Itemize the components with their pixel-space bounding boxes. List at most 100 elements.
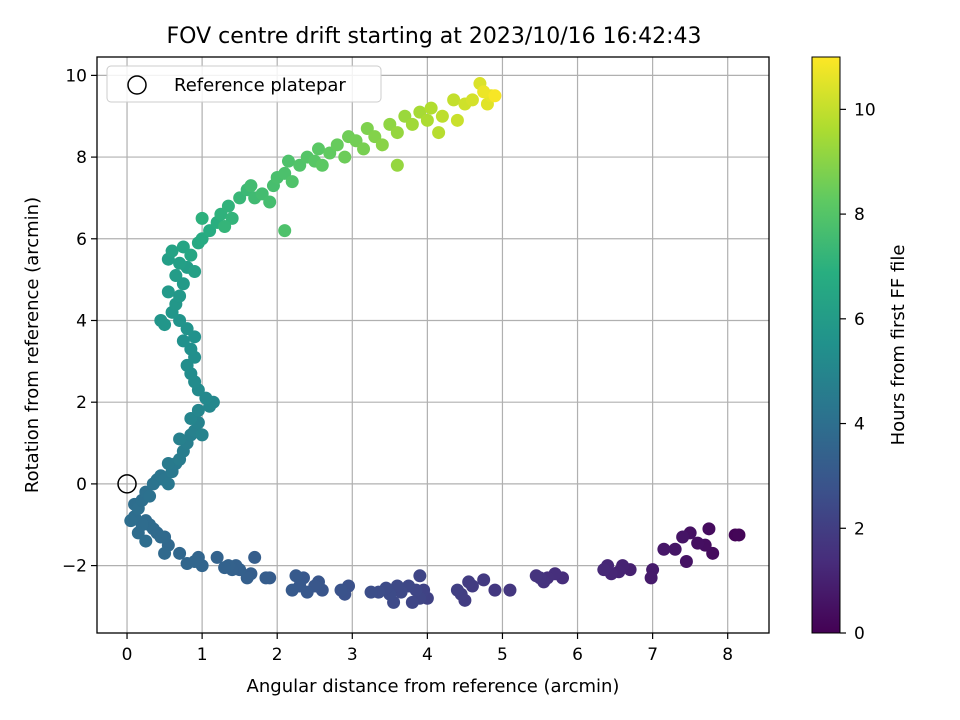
data-point	[390, 126, 404, 140]
data-point	[214, 207, 228, 221]
data-point	[706, 546, 720, 560]
data-point	[330, 138, 344, 152]
data-point	[188, 330, 202, 344]
data-point	[702, 522, 716, 536]
data-point	[357, 142, 371, 156]
data-point	[263, 195, 277, 209]
data-point	[465, 93, 479, 107]
data-point	[184, 412, 198, 426]
legend: Reference platepar	[106, 65, 382, 103]
data-point	[450, 583, 464, 597]
data-point	[311, 142, 325, 156]
y-tick-label: 2	[76, 393, 87, 413]
data-point	[488, 583, 502, 597]
data-point	[143, 489, 157, 503]
plot-background	[97, 57, 769, 633]
legend-entry: Reference platepar	[174, 75, 346, 96]
x-tick-label: 4	[422, 645, 433, 665]
data-point	[244, 179, 258, 193]
data-point	[679, 555, 693, 569]
data-point	[161, 456, 175, 470]
data-point	[450, 113, 464, 127]
data-point	[248, 550, 262, 564]
y-tick-label: 4	[76, 311, 87, 331]
data-point	[158, 546, 172, 560]
data-point	[188, 264, 202, 278]
data-point	[180, 322, 194, 336]
x-tick-label: 6	[572, 645, 583, 665]
data-point	[180, 358, 194, 372]
data-point	[676, 530, 690, 544]
data-point	[173, 432, 187, 446]
data-point	[184, 342, 198, 356]
colorbar: 0 2 4 6 8 10 Hours from first FF file	[811, 56, 909, 644]
data-point	[435, 109, 449, 123]
data-point	[184, 248, 198, 262]
data-point	[255, 187, 269, 201]
data-point	[218, 561, 232, 575]
data-point	[278, 166, 292, 180]
data-point	[203, 224, 217, 238]
data-point	[161, 477, 175, 491]
scatter-points	[124, 77, 746, 609]
data-point	[349, 134, 363, 148]
x-axis-label: Angular distance from reference (arcmin)	[247, 676, 620, 697]
data-point	[173, 289, 187, 303]
data-point	[360, 121, 374, 135]
data-point	[413, 105, 427, 119]
data-point	[285, 583, 299, 597]
data-point	[281, 154, 295, 168]
data-point	[323, 146, 337, 160]
x-tick-label: 0	[122, 645, 133, 665]
data-point	[732, 528, 746, 542]
data-point	[173, 313, 187, 327]
x-tick-label: 3	[347, 645, 358, 665]
data-point	[447, 93, 461, 107]
data-point	[691, 536, 705, 550]
colorbar-tick-label: 2	[854, 519, 865, 539]
data-point	[173, 546, 187, 560]
x-tick-label: 7	[647, 645, 658, 665]
data-point	[225, 211, 239, 225]
data-point	[158, 318, 172, 332]
colorbar-tick-label: 4	[854, 415, 865, 435]
legend-box	[106, 65, 382, 103]
data-point	[405, 595, 419, 609]
y-tick-label: −2	[62, 557, 87, 577]
data-point	[218, 220, 232, 234]
y-axis-label: Rotation from reference (arcmin)	[22, 197, 43, 493]
data-point	[375, 138, 389, 152]
y-tick-label: 10	[65, 66, 87, 86]
colorbar-ticks: 0 2 4 6 8 10	[840, 100, 876, 644]
data-point	[334, 583, 348, 597]
data-point	[176, 240, 190, 254]
data-point	[173, 256, 187, 270]
data-point	[413, 569, 427, 583]
y-axis-ticks: −2 0 2 4 6 8 10	[62, 66, 97, 577]
colorbar-gradient	[811, 56, 841, 634]
data-point	[503, 583, 517, 597]
data-point	[390, 158, 404, 172]
data-point	[161, 285, 175, 299]
data-point	[315, 158, 329, 172]
data-point	[488, 89, 502, 103]
colorbar-tick-label: 0	[854, 624, 865, 644]
data-point	[199, 391, 213, 405]
data-point	[657, 542, 671, 556]
data-point	[259, 571, 273, 585]
colorbar-tick-label: 6	[854, 310, 865, 330]
data-point	[233, 191, 247, 205]
x-tick-label: 8	[722, 645, 733, 665]
plot-area: 0 1 2 3 4 5 6 7 8 −2 0 2 4 6 8 10	[62, 56, 770, 665]
data-point	[477, 85, 491, 99]
data-point	[191, 403, 205, 417]
data-point	[668, 542, 682, 556]
data-point	[195, 211, 209, 225]
data-point	[477, 573, 491, 587]
y-tick-label: 6	[76, 230, 87, 250]
data-point	[398, 109, 412, 123]
data-point	[139, 534, 153, 548]
data-point	[462, 575, 476, 589]
legend-marker-icon	[127, 75, 147, 95]
